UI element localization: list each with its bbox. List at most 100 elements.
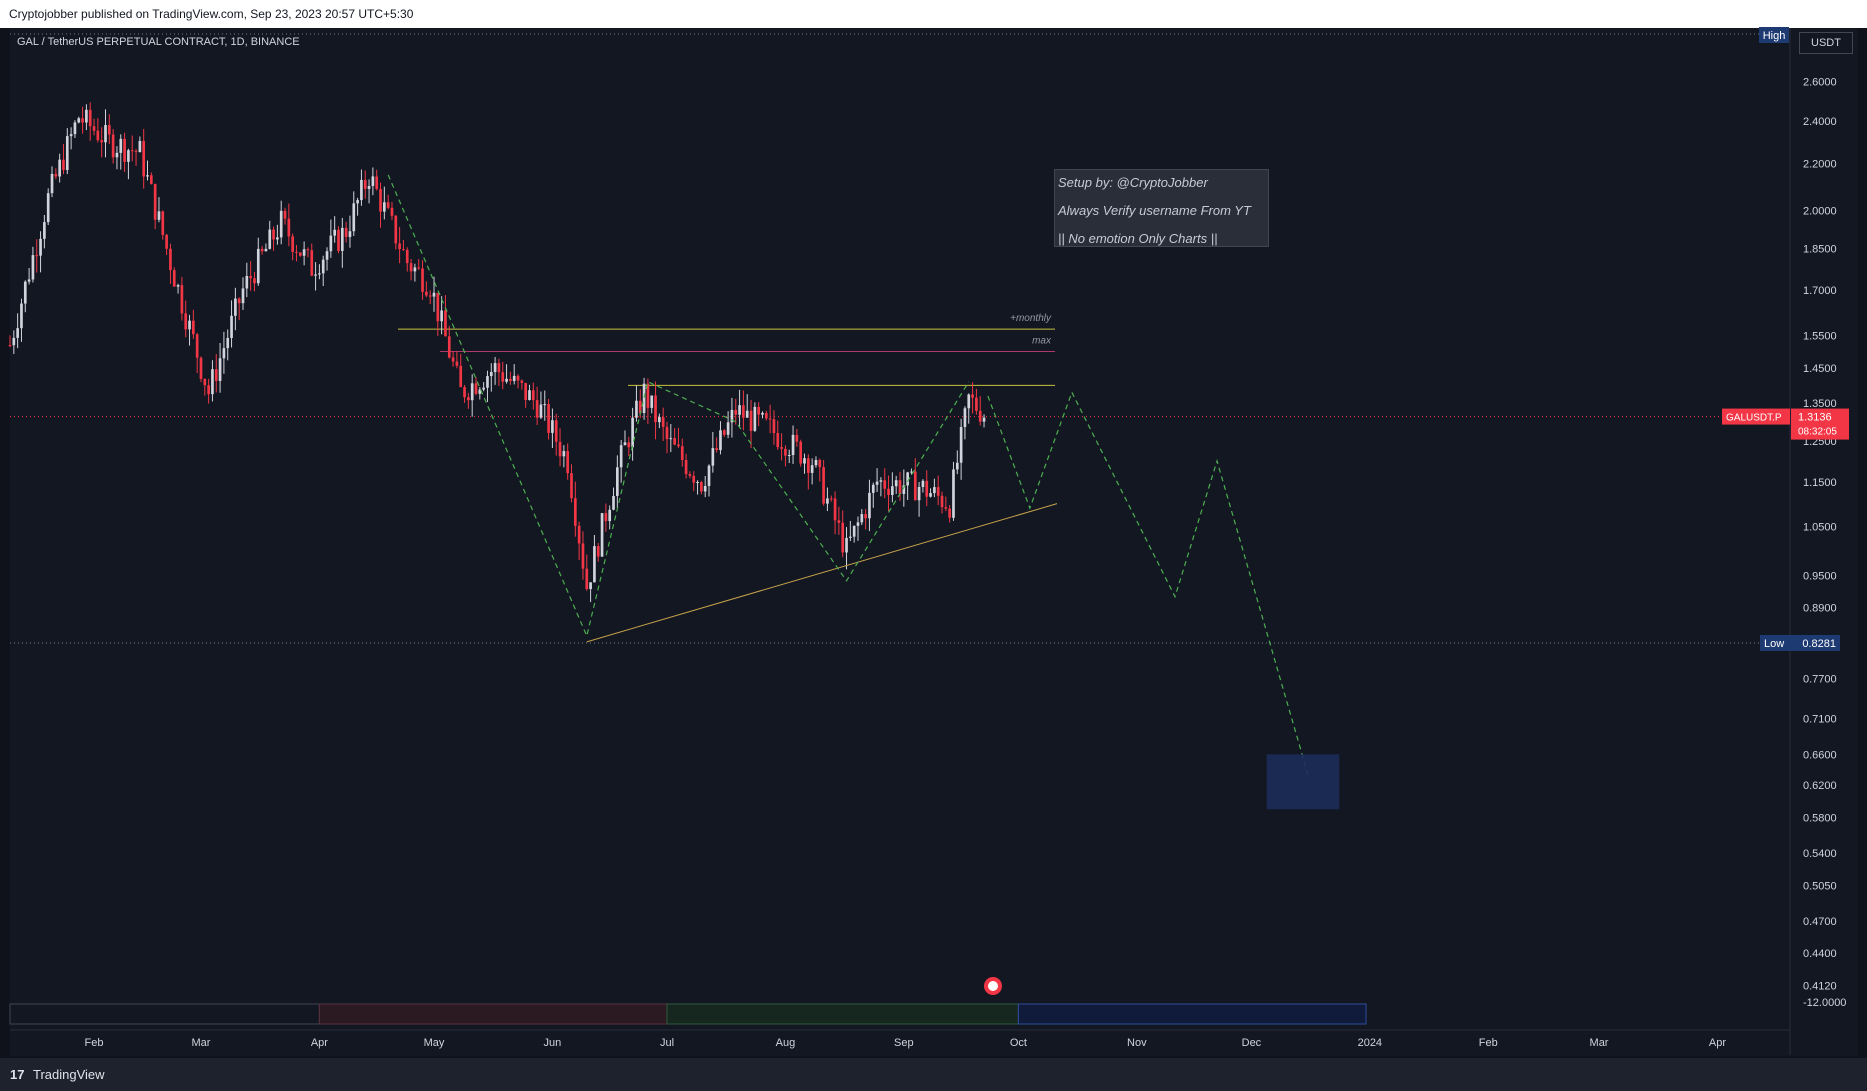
- candle-body: [833, 498, 837, 521]
- price-tick-label: 0.4400: [1803, 948, 1837, 960]
- candle-body: [780, 447, 783, 449]
- time-tick-label: Jun: [544, 1037, 562, 1049]
- candle-body: [516, 375, 520, 381]
- price-tick-label: 0.5050: [1803, 881, 1837, 893]
- candle-body: [425, 291, 428, 296]
- chart-pane[interactable]: [10, 28, 1858, 1056]
- candle-body: [237, 298, 241, 304]
- candle-body: [684, 460, 688, 475]
- candle-body: [619, 445, 623, 468]
- candle-body: [455, 361, 459, 366]
- candle-body: [444, 310, 447, 337]
- candle-body: [467, 397, 470, 401]
- price-tick-label: 0.7100: [1803, 713, 1837, 725]
- candle-body: [891, 486, 894, 495]
- price-chart[interactable]: 2.6000 2.4000 2.2000 2.0000 1.8500 1.7000 1.55…: [0, 0, 1867, 1058]
- candle-body: [245, 275, 249, 289]
- candle-body: [157, 211, 161, 220]
- candle-body: [577, 525, 581, 544]
- price-axis: 2.6000 2.4000 2.2000 2.0000 1.8500 1.7000 1.55…: [1789, 28, 1846, 1055]
- candle-body: [975, 397, 978, 411]
- price-tick-label: 1.1500: [1803, 477, 1837, 489]
- tradingview-logo-icon[interactable]: 17: [10, 1067, 25, 1082]
- target-zone-box: [1266, 754, 1340, 810]
- candle-body: [971, 394, 974, 398]
- candle-body: [12, 337, 16, 346]
- quarter-strip-segment: [1017, 1003, 1367, 1025]
- candle-body: [356, 200, 359, 204]
- candle-body: [218, 358, 222, 381]
- candle-body: [43, 222, 46, 239]
- price-tick-label: 1.4500: [1803, 363, 1837, 375]
- candle-body: [512, 375, 516, 381]
- candle-body: [784, 448, 787, 456]
- candle-body: [898, 480, 902, 494]
- symbol-legend: GAL / TetherUS PERPETUAL CONTRACT, 1D, B…: [17, 36, 300, 48]
- candle-body: [127, 150, 130, 162]
- footer-brand[interactable]: TradingView: [33, 1067, 105, 1082]
- price-tick-label: 2.2000: [1803, 159, 1837, 171]
- candle-body: [711, 448, 715, 466]
- candle-body: [165, 234, 168, 249]
- time-tick-label: Sep: [894, 1037, 914, 1049]
- candle-body: [520, 380, 524, 383]
- candle-body: [730, 409, 734, 423]
- candle-body: [283, 210, 287, 219]
- candle-body: [371, 176, 375, 187]
- candle-body: [982, 417, 986, 422]
- candle-body: [738, 405, 741, 415]
- candle-body: [272, 229, 275, 240]
- candle-body: [211, 369, 214, 395]
- candle-body: [295, 251, 298, 253]
- candle-body: [306, 249, 310, 251]
- candle-body: [554, 420, 558, 442]
- candle-body: [226, 338, 230, 349]
- candle-body: [111, 134, 115, 158]
- candle-body: [432, 292, 436, 297]
- candle-body: [948, 508, 951, 518]
- time-axis: Feb Mar Apr May Jun Jul Aug Sep Oct Nov Dec 2024 Feb…: [9, 1003, 1790, 1049]
- candle-body: [631, 417, 634, 448]
- candle-body: [593, 546, 596, 583]
- candle-body: [153, 183, 157, 220]
- candle-body: [88, 109, 92, 127]
- candle-body: [925, 480, 929, 497]
- high-tag-label: High: [1763, 30, 1786, 42]
- candle-body: [910, 471, 913, 473]
- candle-body: [123, 138, 126, 162]
- candle-body: [104, 125, 107, 143]
- candle-body: [344, 227, 348, 237]
- candle-body: [298, 252, 302, 256]
- candle-body: [558, 441, 562, 457]
- candle-body: [921, 480, 925, 488]
- candle-body: [837, 520, 841, 523]
- candle-body: [608, 509, 612, 522]
- candle-body: [375, 176, 379, 190]
- candle-body: [734, 409, 738, 415]
- candle-body: [180, 285, 184, 314]
- currency-unit-button[interactable]: USDT: [1799, 32, 1853, 54]
- candle-body: [642, 383, 646, 414]
- setup-note: Setup by: @CryptoJobber Always Verify us…: [1054, 169, 1269, 247]
- candle-body: [871, 484, 875, 493]
- candle-body: [379, 189, 382, 212]
- candle-body: [803, 458, 806, 464]
- candle-body: [757, 406, 761, 415]
- candle-body: [883, 480, 887, 489]
- price-tick-label: 1.7000: [1803, 285, 1837, 297]
- candlestick-series: [8, 102, 986, 603]
- high-tag-bg: [1759, 27, 1789, 43]
- candle-body: [440, 310, 443, 322]
- candle-body: [398, 243, 401, 250]
- candle-body: [959, 427, 963, 463]
- candle-body: [146, 175, 149, 177]
- candle-body: [764, 412, 768, 419]
- candle-body: [172, 270, 176, 287]
- support-trendline: [586, 503, 1058, 643]
- candle-body: [902, 485, 906, 494]
- candle-body: [390, 207, 394, 216]
- price-tick-label: 0.5800: [1803, 813, 1837, 825]
- candle-body: [799, 441, 803, 464]
- candle-body: [700, 482, 703, 492]
- candle-body: [929, 493, 932, 497]
